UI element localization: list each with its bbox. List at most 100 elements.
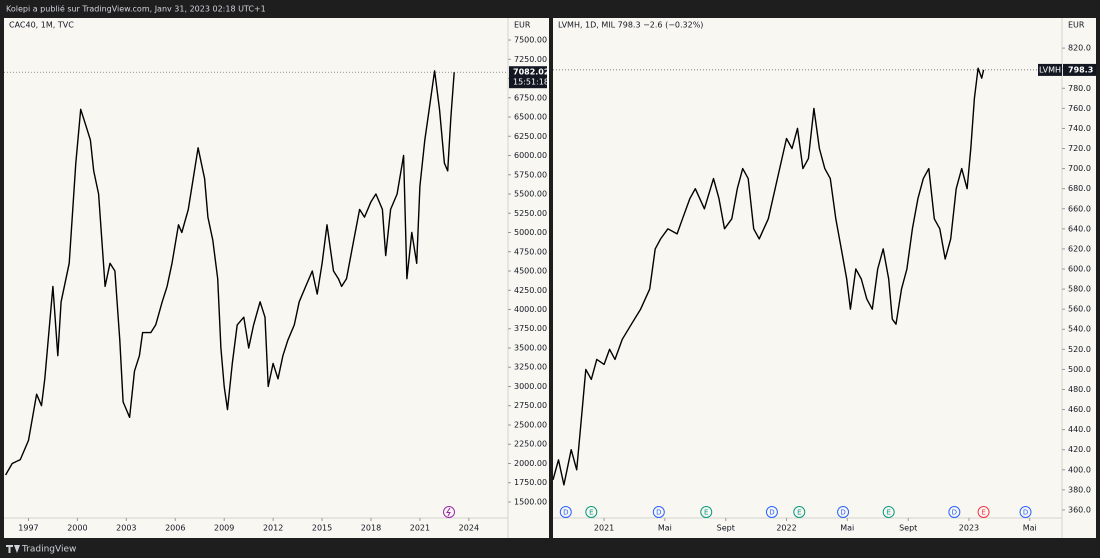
symbol-box [1038,63,1062,76]
y-tick-label: 660.0 [1068,204,1091,213]
y-tick-label: 400.0 [1068,465,1091,474]
y-tick-label: 6000.00 [514,151,547,160]
y-tick-label: 5500.00 [514,190,547,199]
last-price-label: 798.3 [1068,65,1093,74]
panel-left [4,18,549,538]
y-tick-label: 2250.00 [514,440,547,449]
y-tick-label: 5750.00 [514,170,547,179]
y-tick-label: 480.0 [1068,385,1091,394]
y-tick-label: 5000.00 [514,228,547,237]
x-tick-label: 2000 [67,524,87,533]
y-tick-label: 600.0 [1068,265,1091,274]
publish-header: Kolepi a publié sur TradingView.com, Jan… [6,4,266,14]
y-tick-label: 440.0 [1068,425,1091,434]
x-tick-label: Sept [717,524,735,533]
y-tick-label: 740.0 [1068,124,1091,133]
x-tick-label: 2023 [959,524,979,533]
event-label: D [840,509,845,517]
y-tick-label: 500.0 [1068,365,1091,374]
event-marker[interactable] [837,506,850,518]
x-tick-label: 2012 [263,524,283,533]
x-tick-label: 2018 [361,524,381,533]
price-line [4,70,455,476]
y-tick-label: 580.0 [1068,285,1091,294]
y-tick-label: 3250.00 [514,363,547,372]
x-tick-label: 2015 [312,524,332,533]
y-tick-label: 4250.00 [514,286,547,295]
y-tick-label: 560.0 [1068,305,1091,314]
price-line [552,67,985,486]
event-label: E [981,509,985,517]
y-tick-label: 640.0 [1068,224,1091,233]
y-tick-label: 720.0 [1068,144,1091,153]
y-tick-label: 680.0 [1068,184,1091,193]
x-tick-label: Mai [658,524,672,533]
y-tick-label: 360.0 [1068,505,1091,514]
event-marker[interactable] [652,506,665,518]
y-tick-label: 3000.00 [514,382,547,391]
event-label: E [589,509,593,517]
event-marker[interactable] [977,506,990,518]
y-tick-label: 3500.00 [514,343,547,352]
x-tick-label: 2021 [594,524,614,533]
event-label: D [769,509,774,517]
y-tick-label: 760.0 [1068,104,1091,113]
y-tick-label: 540.0 [1068,325,1091,334]
y-tick-label: 420.0 [1068,445,1091,454]
last-price-box [1063,63,1096,76]
symbol-label: LVMH [1039,65,1061,74]
y-tick-label: 6750.00 [514,93,547,102]
x-tick-label: 2009 [214,524,234,533]
y-tick-label: 700.0 [1068,164,1091,173]
y-tick-label: 380.0 [1068,485,1091,494]
x-tick-label: Mai [840,524,854,533]
event-label: D [952,509,957,517]
x-tick-label: 2006 [165,524,185,533]
lightning-icon [446,507,451,517]
last-time-label: 15:51:18 [513,78,549,87]
last-price-box [509,66,547,89]
y-tick-label: 520.0 [1068,345,1091,354]
event-marker[interactable] [700,506,713,518]
y-tick-label: 780.0 [1068,84,1091,93]
event-marker[interactable] [1019,506,1032,518]
event-marker[interactable] [765,506,778,518]
y-tick-label: 3750.00 [514,324,547,333]
event-marker[interactable] [882,506,895,518]
y-tick-label: 7250.00 [514,55,547,64]
last-price-label: 7082.02 [513,68,549,77]
event-label: E [704,509,708,517]
axis-unit: EUR [514,21,531,30]
y-tick-label: 2500.00 [514,420,547,429]
event-label: D [563,509,568,517]
event-icon[interactable] [443,506,455,518]
brand-name[interactable]: TradingView [21,545,76,555]
panel-right [553,18,1096,538]
chart-title: CAC40, 1M, TVC [9,21,74,30]
event-label: D [656,509,661,517]
y-tick-label: 5250.00 [514,209,547,218]
y-tick-label: 6250.00 [514,132,547,141]
x-tick-label: 2024 [459,524,479,533]
x-tick-label: Mai [1023,524,1037,533]
x-tick-label: Sept [899,524,917,533]
y-tick-label: 7500.00 [514,36,547,45]
y-tick-label: 820.0 [1068,44,1091,53]
brand-logo [6,545,20,553]
event-marker[interactable] [585,506,598,518]
x-tick-label: 2021 [410,524,430,533]
event-marker[interactable] [948,506,961,518]
y-tick-label: 2000.00 [514,459,547,468]
event-marker[interactable] [793,506,806,518]
event-marker[interactable] [559,506,572,518]
x-tick-label: 2022 [776,524,796,533]
event-label: D [1023,509,1028,517]
y-tick-label: 4000.00 [514,305,547,314]
y-tick-label: 2750.00 [514,401,547,410]
y-tick-label: 4750.00 [514,247,547,256]
x-tick-label: 2003 [116,524,136,533]
axis-unit: EUR [1068,21,1085,30]
x-tick-label: 1997 [18,524,38,533]
chart-title: LVMH, 1D, MIL 798.3 −2.6 (−0.32%) [558,21,703,30]
